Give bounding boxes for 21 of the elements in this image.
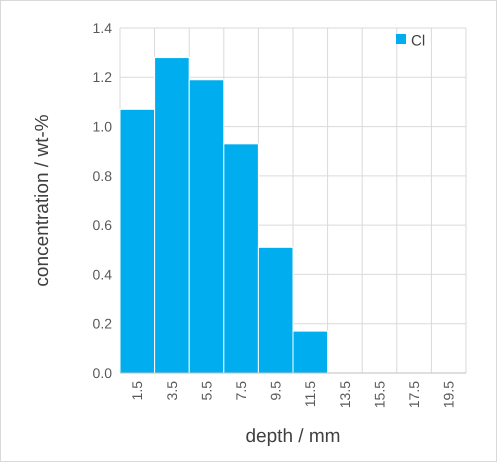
x-tick-label: 1.5 [129, 380, 146, 400]
x-tick-label: 7.5 [233, 380, 249, 400]
x-tick-label: 11.5 [302, 380, 318, 408]
y-tick-label: 1.4 [92, 20, 112, 36]
x-tick-label: 19.5 [440, 380, 457, 408]
x-tick-label: 5.5 [198, 380, 214, 400]
y-tick-label: 0.0 [92, 364, 112, 381]
y-axis-title: concentration / wt-% [32, 114, 53, 287]
x-tick-label: 17.5 [406, 380, 422, 408]
y-tick-label: 0.2 [92, 316, 112, 332]
x-tick-label: 9.5 [268, 380, 284, 400]
y-tick-label: 1.0 [92, 118, 112, 134]
y-tick-label: 0.4 [92, 266, 112, 282]
x-axis-title: depth / mm [245, 426, 341, 447]
legend-label: Cl [411, 32, 426, 50]
x-tick-label: 15.5 [371, 380, 388, 408]
x-tick-label: 13.5 [336, 380, 353, 408]
y-tick-label: 1.2 [92, 69, 112, 86]
y-tick-label: 0.8 [92, 168, 112, 184]
x-tick-label: 3.5 [164, 380, 180, 400]
y-tick-label: 0.6 [92, 217, 112, 234]
